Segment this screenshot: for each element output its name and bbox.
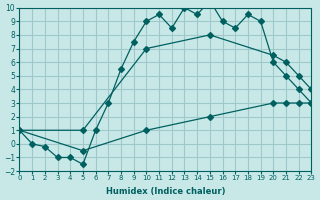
X-axis label: Humidex (Indice chaleur): Humidex (Indice chaleur) (106, 187, 225, 196)
